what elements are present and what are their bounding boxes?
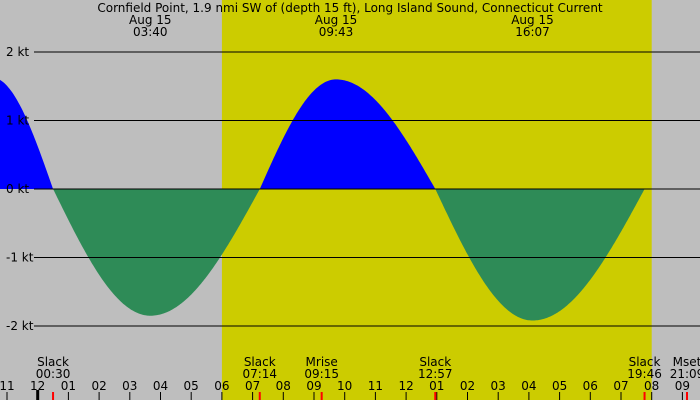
x-tick-label: 08 — [644, 379, 659, 393]
event-time: 12:57 — [418, 367, 453, 381]
x-tick-label: 11 — [0, 379, 15, 393]
x-tick-label: 04 — [153, 379, 168, 393]
x-axis: 11 12 01 02 03 04 05 06 07 08 09 10 11 12 01 02 03 04 05 06… — [0, 379, 690, 400]
y-tick-label: -2 kt — [6, 319, 34, 333]
event-time: 09:15 — [304, 367, 339, 381]
extremum-date: Aug 15 — [129, 13, 172, 27]
event-time: 21:09 — [670, 367, 700, 381]
y-tick-label: 2 kt — [6, 45, 29, 59]
x-tick-label: 03 — [491, 379, 506, 393]
extremum-date: Aug 15 — [511, 13, 554, 27]
x-tick-label: 12 — [398, 379, 413, 393]
x-tick-label: 06 — [583, 379, 598, 393]
x-tick-label: 10 — [337, 379, 352, 393]
y-tick-label: 0 kt — [6, 182, 29, 196]
x-tick-label: 09 — [675, 379, 690, 393]
extremum-time: 09:43 — [319, 25, 354, 39]
x-tick-label: 03 — [122, 379, 137, 393]
event-name: Slack — [419, 355, 451, 369]
y-tick-label: 1 kt — [6, 114, 29, 128]
flood-current-area — [0, 79, 436, 189]
event-time: 19:46 — [627, 367, 662, 381]
event-name: Slack — [629, 355, 661, 369]
x-tick-label: 11 — [368, 379, 383, 393]
x-tick-label: 05 — [184, 379, 199, 393]
extremum-date: Aug 15 — [315, 13, 358, 27]
x-tick-label: 12 — [30, 379, 45, 393]
event-name: Slack — [37, 355, 69, 369]
event-labels: Slack00:30Slack07:14Mrise09:15Slack12:57… — [36, 355, 700, 381]
event-name: Mrise — [306, 355, 338, 369]
x-tick-label: 04 — [521, 379, 536, 393]
x-tick-label: 06 — [214, 379, 229, 393]
x-tick-label: 05 — [552, 379, 567, 393]
x-tick-label: 02 — [91, 379, 106, 393]
x-tick-label: 02 — [460, 379, 475, 393]
x-tick-label: 01 — [429, 379, 444, 393]
x-tick-label: 08 — [276, 379, 291, 393]
event-name: Mset — [673, 355, 700, 369]
x-tick-label: 07 — [245, 379, 260, 393]
extremum-time: 16:07 — [515, 25, 550, 39]
event-time: 00:30 — [36, 367, 71, 381]
x-tick-label: 09 — [306, 379, 321, 393]
extremum-time: 03:40 — [133, 25, 168, 39]
y-gridlines — [34, 51, 700, 327]
ebb-current-area — [53, 189, 645, 321]
x-tick-label: 07 — [613, 379, 628, 393]
chart-title: Cornfield Point, 1.9 nmi SW of (depth 15… — [97, 1, 603, 15]
event-time: 07:14 — [242, 367, 277, 381]
x-tick-label: 01 — [61, 379, 76, 393]
event-name: Slack — [244, 355, 276, 369]
y-tick-label: -1 kt — [6, 251, 34, 265]
y-tick-labels: 2 kt 1 kt 0 kt -1 kt -2 kt — [6, 45, 34, 333]
